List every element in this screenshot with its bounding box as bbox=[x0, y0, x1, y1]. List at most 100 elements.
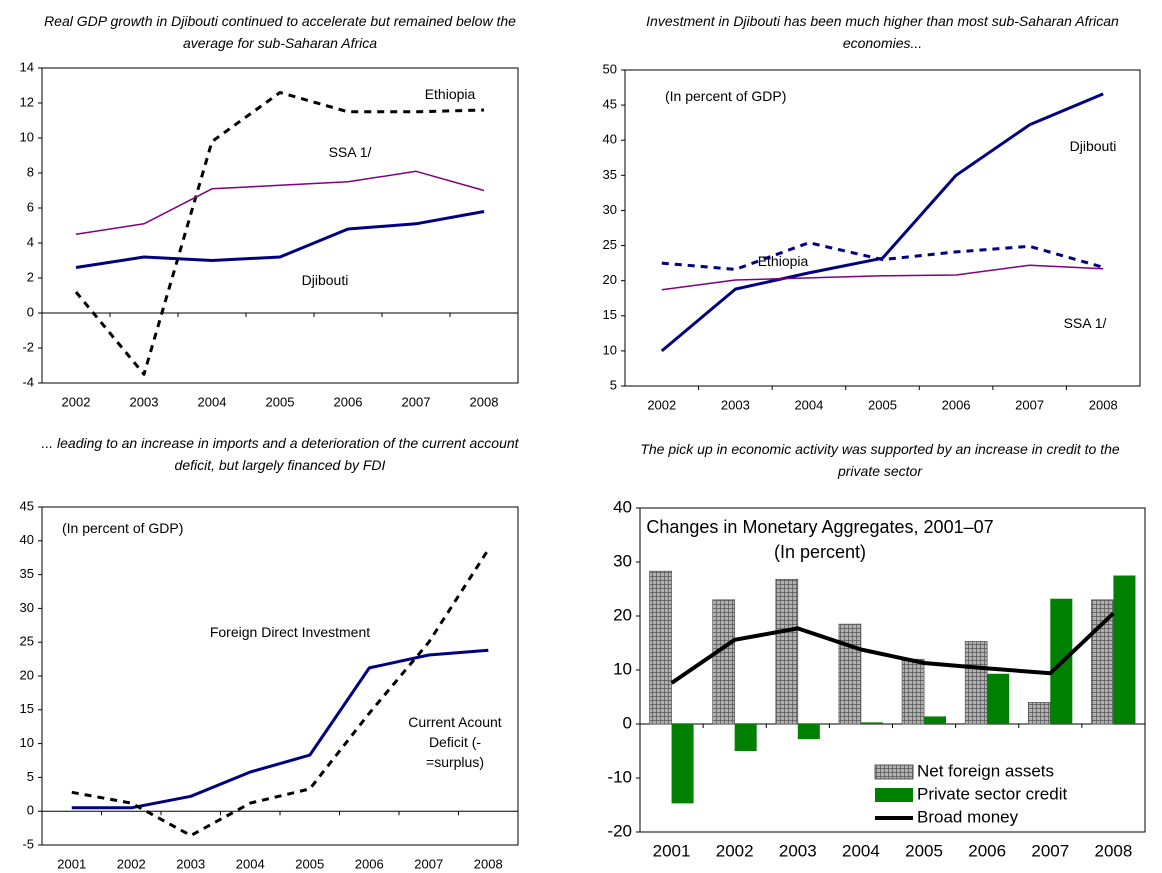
x-tick-label: 2008 bbox=[1089, 397, 1118, 412]
bar bbox=[901, 658, 925, 725]
x-tick-label: 2007 bbox=[1031, 841, 1069, 860]
series-line bbox=[71, 548, 490, 837]
series-label: Djibouti bbox=[301, 272, 349, 288]
bar bbox=[924, 716, 947, 724]
x-tick-label: 2003 bbox=[779, 841, 817, 860]
y-tick-label: 8 bbox=[27, 164, 34, 179]
series-label: Current Acount Deficit (-=surplus) bbox=[408, 714, 502, 770]
series-line bbox=[74, 91, 485, 376]
x-tick-label: 2006 bbox=[968, 841, 1006, 860]
y-tick-label: 2 bbox=[27, 269, 34, 284]
legend-swatch bbox=[875, 788, 913, 802]
y-tick-label: -2 bbox=[22, 339, 34, 354]
chart-title: ... leading to an increase in imports an… bbox=[41, 435, 519, 473]
y-tick-label: 4 bbox=[27, 234, 34, 249]
y-tick-label: 14 bbox=[20, 59, 34, 74]
y-tick-label: 15 bbox=[20, 701, 34, 716]
subtitle: (In percent) bbox=[774, 542, 866, 562]
y-tick-label: -10 bbox=[607, 767, 632, 786]
chart-title: Real GDP growth in Djibouti continued to… bbox=[44, 13, 516, 51]
x-tick-label: 2001 bbox=[653, 841, 691, 860]
bar bbox=[712, 599, 736, 725]
x-tick-label: 2002 bbox=[117, 856, 146, 871]
legend-swatch bbox=[874, 764, 914, 780]
series-label: Djibouti bbox=[1069, 138, 1117, 154]
x-tick-label: 2004 bbox=[842, 841, 880, 860]
y-tick-label: 25 bbox=[20, 634, 34, 649]
plot-frame bbox=[41, 67, 519, 384]
y-tick-label: 30 bbox=[613, 551, 632, 570]
legend-label: Net foreign assets bbox=[917, 761, 1054, 780]
y-tick-label: 20 bbox=[603, 272, 617, 287]
y-tick-label: -20 bbox=[607, 821, 632, 840]
y-tick-label: 45 bbox=[20, 498, 34, 513]
series-label: SSA 1/ bbox=[1063, 315, 1107, 331]
x-tick-label: 2004 bbox=[236, 856, 265, 871]
series-line bbox=[71, 648, 489, 810]
x-tick-label: 2005 bbox=[905, 841, 943, 860]
x-tick-label: 2005 bbox=[295, 856, 324, 871]
x-tick-label: 2008 bbox=[1095, 841, 1133, 860]
y-tick-label: 40 bbox=[20, 532, 34, 547]
y-tick-label: -5 bbox=[22, 836, 34, 851]
y-tick-label: 5 bbox=[610, 377, 617, 392]
y-tick-label: 30 bbox=[20, 600, 34, 615]
series-line bbox=[75, 170, 485, 236]
x-tick-label: 2004 bbox=[198, 394, 227, 409]
y-tick-label: 12 bbox=[20, 94, 34, 109]
x-tick-label: 2004 bbox=[794, 397, 823, 412]
x-tick-label: 2007 bbox=[402, 394, 431, 409]
y-tick-label: 50 bbox=[603, 61, 617, 76]
y-tick-label: 20 bbox=[613, 605, 632, 624]
annotation: (In percent of GDP) bbox=[665, 88, 787, 104]
bar bbox=[838, 623, 862, 725]
series-line bbox=[75, 210, 485, 269]
x-tick-label: 2006 bbox=[334, 394, 363, 409]
series-label: Ethiopia bbox=[424, 86, 476, 102]
legend-label: Broad money bbox=[917, 807, 1019, 826]
y-tick-label: 5 bbox=[27, 769, 34, 784]
y-tick-label: 10 bbox=[603, 342, 617, 357]
x-tick-label: 2003 bbox=[721, 397, 750, 412]
y-tick-label: 20 bbox=[20, 667, 34, 682]
bar bbox=[797, 724, 820, 740]
y-tick-label: 30 bbox=[603, 202, 617, 217]
y-tick-label: 0 bbox=[27, 803, 34, 818]
x-tick-label: 2003 bbox=[176, 856, 205, 871]
x-tick-label: 2002 bbox=[647, 397, 676, 412]
y-tick-label: 10 bbox=[20, 735, 34, 750]
x-tick-label: 2005 bbox=[868, 397, 897, 412]
plot-frame bbox=[624, 69, 1141, 387]
x-tick-label: 2006 bbox=[355, 856, 384, 871]
bar bbox=[1113, 575, 1136, 724]
bar bbox=[649, 570, 672, 725]
y-tick-label: 35 bbox=[603, 167, 617, 182]
bar bbox=[964, 641, 988, 725]
x-tick-label: 2005 bbox=[266, 394, 295, 409]
series-line bbox=[661, 241, 1104, 271]
bar bbox=[987, 673, 1010, 724]
x-tick-label: 2007 bbox=[414, 856, 443, 871]
x-tick-label: 2002 bbox=[62, 394, 91, 409]
y-tick-label: 6 bbox=[27, 199, 34, 214]
y-tick-label: 40 bbox=[603, 132, 617, 147]
y-tick-label: 25 bbox=[603, 237, 617, 252]
series-line bbox=[670, 611, 1115, 685]
y-tick-label: 10 bbox=[613, 659, 632, 678]
series-label: Ethiopia bbox=[757, 253, 809, 269]
x-tick-label: 2002 bbox=[716, 841, 754, 860]
bar bbox=[775, 578, 799, 725]
y-tick-label: 35 bbox=[20, 566, 34, 581]
legend-label: Private sector credit bbox=[917, 784, 1067, 803]
plot-frame bbox=[41, 506, 519, 846]
x-tick-label: 2003 bbox=[130, 394, 159, 409]
bar bbox=[734, 724, 757, 751]
y-tick-label: 15 bbox=[603, 307, 617, 322]
inner-title: Changes in Monetary Aggregates, 2001–07 bbox=[646, 517, 993, 537]
y-tick-label: 40 bbox=[613, 497, 632, 516]
series-line bbox=[661, 264, 1104, 291]
y-tick-label: 45 bbox=[603, 97, 617, 112]
bar bbox=[671, 724, 694, 804]
